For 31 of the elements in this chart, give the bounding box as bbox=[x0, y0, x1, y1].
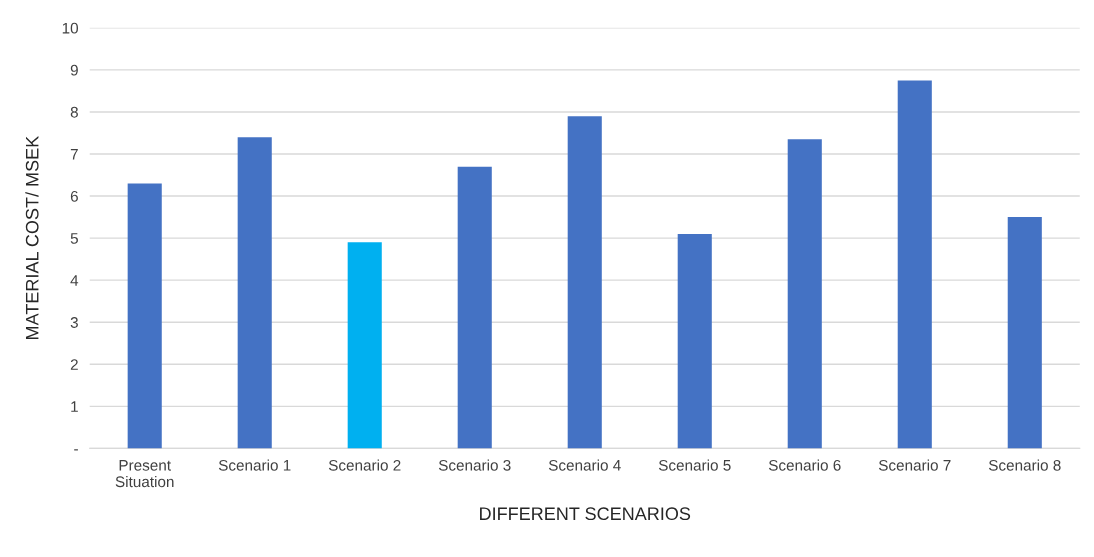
y-tick-label: 2 bbox=[70, 359, 78, 370]
y-tick-label: 9 bbox=[70, 64, 78, 76]
y-tick-label: 6 bbox=[70, 190, 78, 202]
y-tick-label: 8 bbox=[70, 106, 78, 118]
bar bbox=[347, 242, 382, 449]
y-tick-label: 5 bbox=[70, 233, 78, 244]
x-tick-label: Scenario 8 bbox=[988, 459, 1061, 471]
bar bbox=[1007, 217, 1042, 449]
bar bbox=[237, 137, 272, 449]
y-tick-label: - bbox=[74, 449, 78, 451]
y-tick-label: 1 bbox=[71, 401, 78, 412]
x-tick-label: Scenario 2 bbox=[328, 459, 401, 471]
x-tick-label: Scenario 6 bbox=[768, 459, 841, 471]
x-tick-label: Scenario 7 bbox=[878, 459, 951, 471]
y-tick-label: 7 bbox=[70, 149, 78, 160]
bar bbox=[127, 183, 162, 449]
y-tick-label: 10 bbox=[62, 22, 78, 34]
bar bbox=[567, 116, 602, 449]
y-tick-label: 3 bbox=[70, 317, 78, 328]
x-tick-label: Scenario 1 bbox=[218, 459, 291, 471]
y-tick-label: 4 bbox=[70, 275, 79, 286]
bar bbox=[787, 139, 822, 449]
x-axis-title: DIFFERENT SCENARIOS bbox=[480, 507, 691, 521]
bar bbox=[677, 233, 712, 449]
x-tick-label: Present Situation bbox=[115, 460, 174, 488]
bar bbox=[897, 80, 932, 449]
bar bbox=[457, 166, 492, 449]
x-tick-label: Scenario 4 bbox=[548, 459, 621, 471]
x-tick-label: Scenario 3 bbox=[438, 459, 511, 471]
y-axis-title: MATERIAL COST/ MSEK bbox=[25, 135, 39, 339]
x-tick-label: Scenario 5 bbox=[658, 459, 731, 471]
